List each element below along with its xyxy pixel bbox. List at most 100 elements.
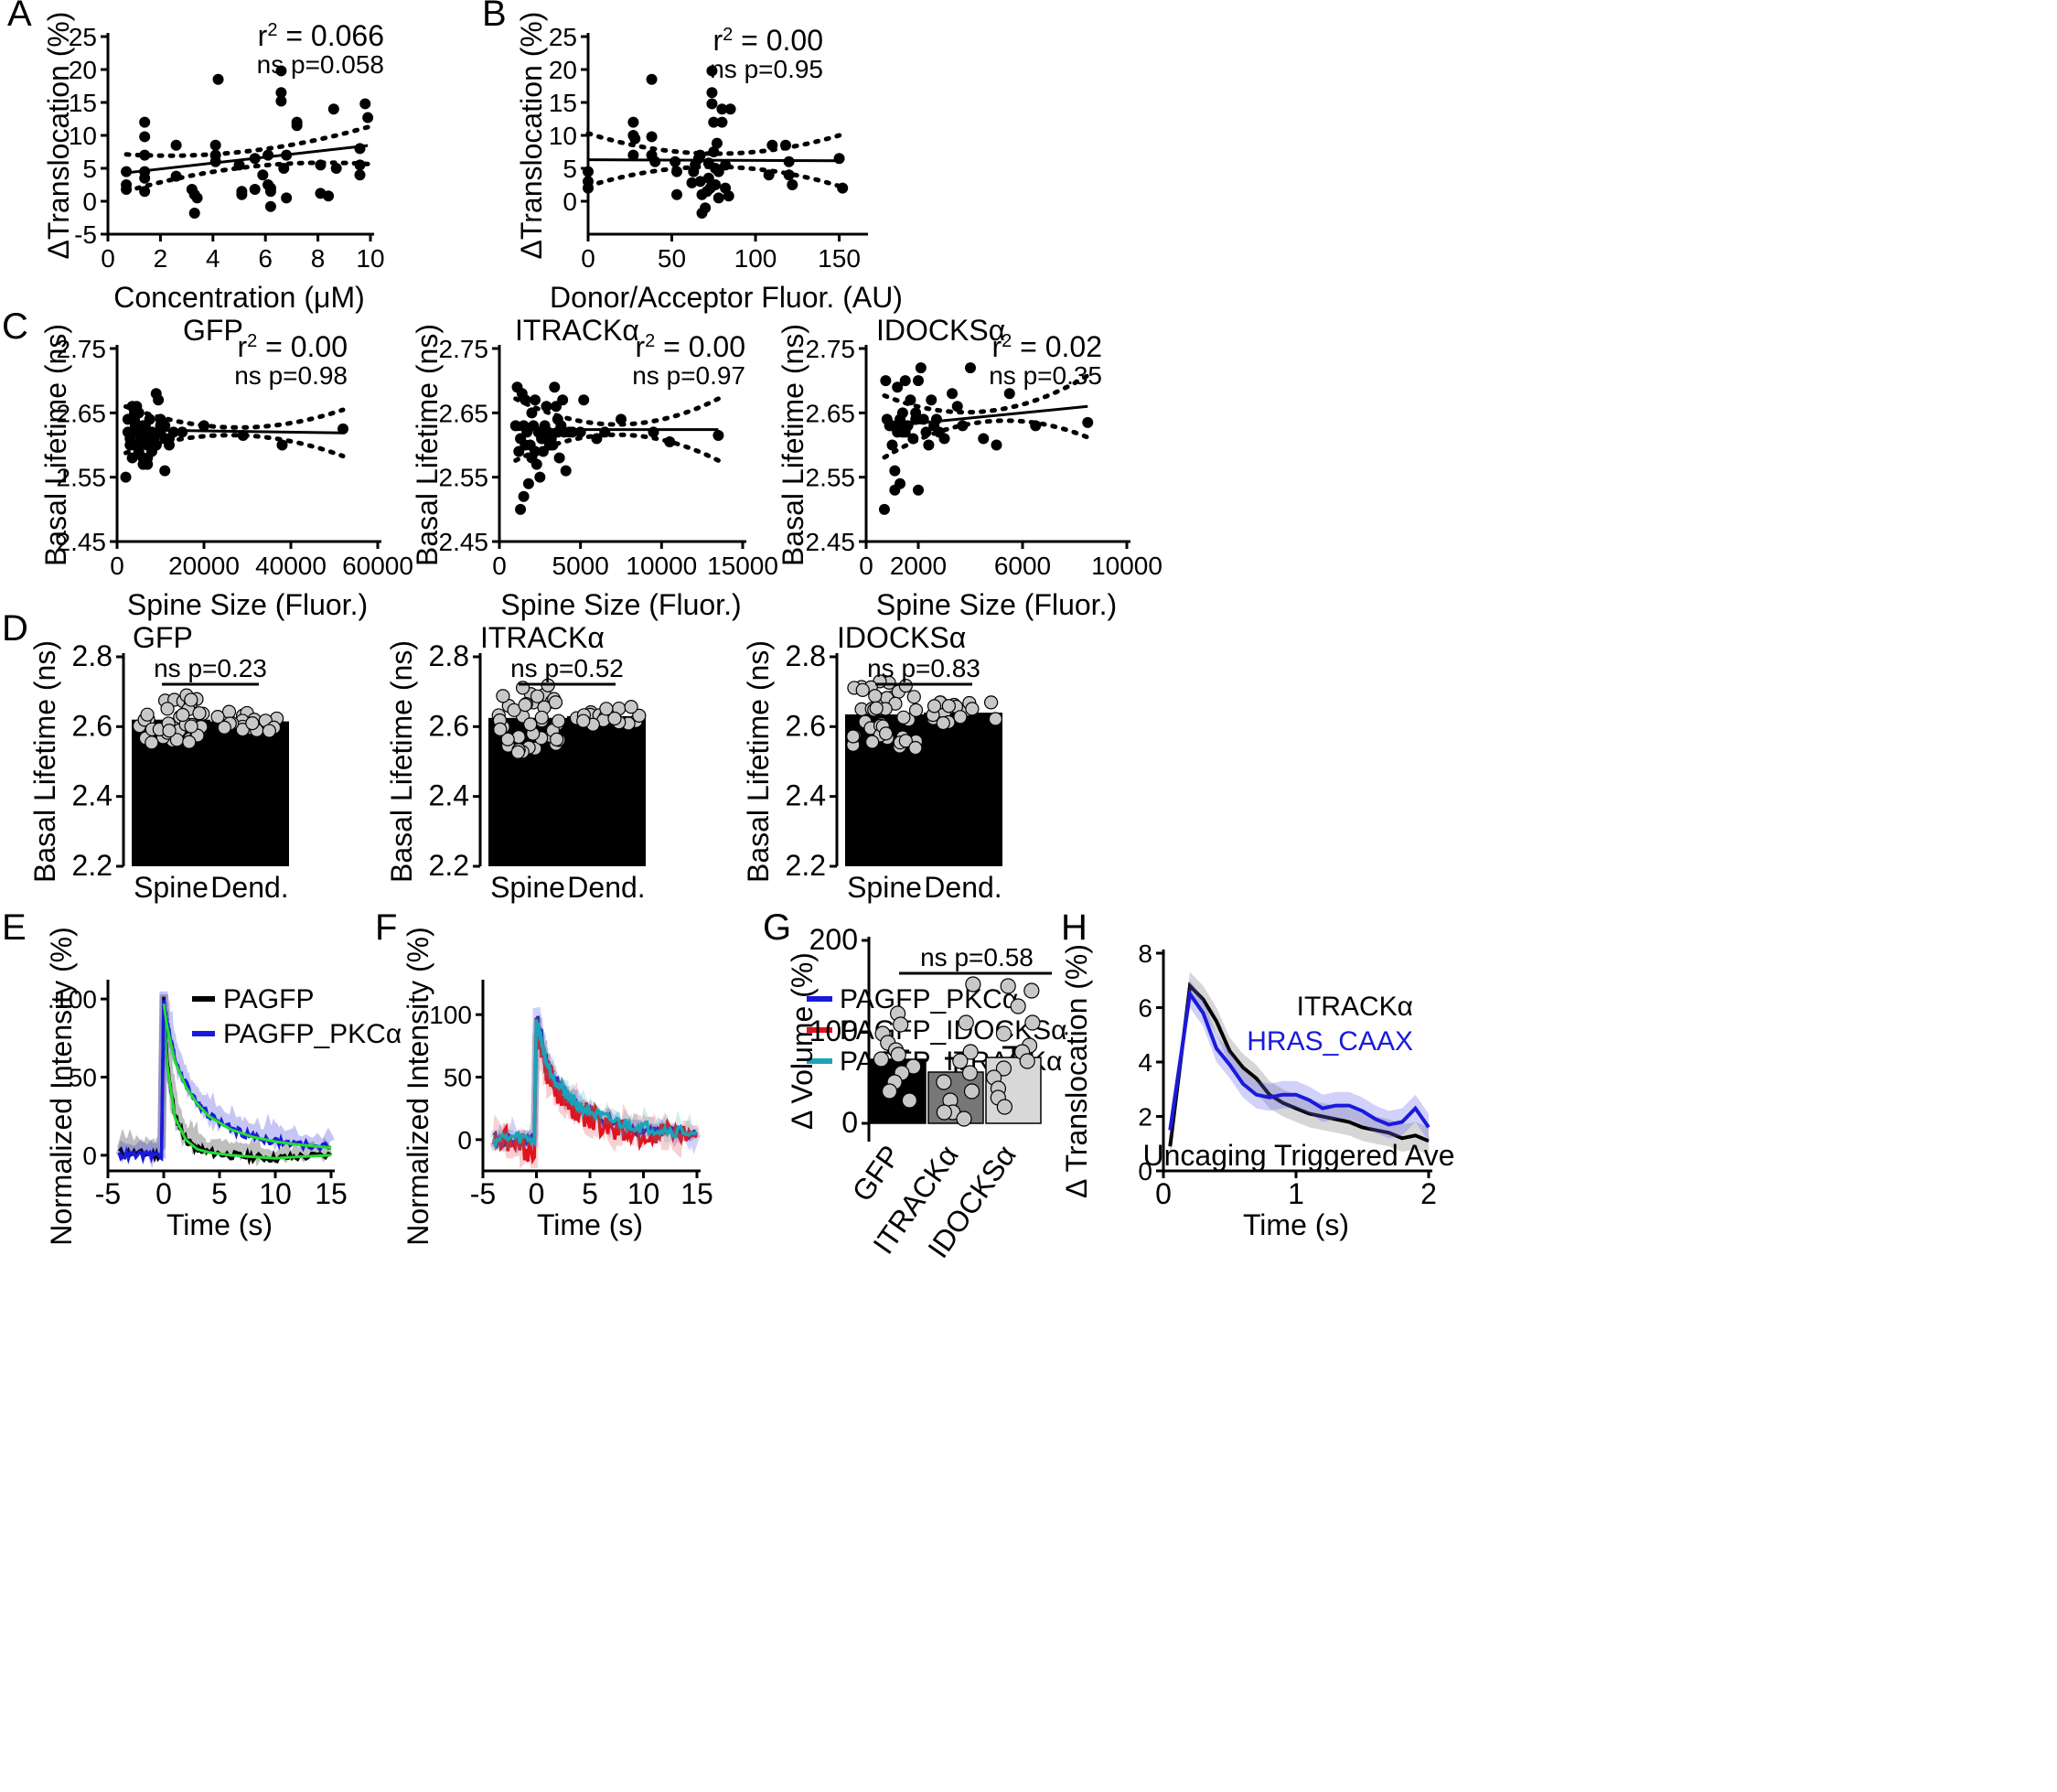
data-point [177,426,188,438]
y-tick-label: 0 [82,188,97,216]
y-tick-label: 2.55 [439,464,489,492]
data-point [362,112,374,123]
y-tick-label: 20 [549,56,577,84]
data-point [599,702,614,716]
x-tick-label: 10000 [626,552,697,580]
data-point [629,133,641,145]
data-point [291,120,303,132]
y-tick-label: 2.8 [786,639,826,672]
data-point [908,703,924,718]
data-point [898,734,913,748]
data-point [930,413,942,425]
data-point [783,156,795,167]
x-tick-label: 150 [818,244,861,273]
data-point [905,394,916,406]
x-tick-label: 0 [859,552,873,580]
data-point [953,710,968,724]
y-tick-label: 200 [809,923,858,956]
x-tick-label: 10 [356,244,384,273]
x-tick-label: 0 [529,1177,545,1210]
data-point [995,1060,1012,1077]
data-point [235,723,250,737]
data-point [599,426,611,438]
x-tick-label: 0 [101,244,115,273]
data-point [510,745,526,759]
y-axis-label: Δ Translocation (%) [1060,944,1093,1198]
data-point [139,149,151,161]
data-point [264,200,276,212]
y-tick-label: 2.65 [439,399,489,427]
data-point [276,439,288,451]
x-tick-label: 5 [582,1177,598,1210]
data-point [159,433,171,445]
data-point [956,1111,972,1127]
data-point [566,426,578,438]
data-point [583,182,594,194]
data-point [264,182,276,194]
r2-label: r2 = 0.00 [712,24,823,57]
data-point [923,439,935,451]
panel-label-b: B [482,0,507,34]
data-point [236,186,248,198]
data-point [523,717,538,732]
data-point [233,159,245,171]
data-point [913,375,924,387]
y-axis-label: Normalized Intensity (%) [402,927,434,1246]
data-point [354,143,366,155]
y-tick-label: 20 [69,56,97,84]
x-axis-label: Donor/Acceptor Fluor. (AU) [550,281,903,314]
data-point [607,711,622,726]
data-point [557,394,569,406]
category-label: Spine [490,871,565,904]
legend-label: HRAS_CAAX [1247,1026,1413,1057]
category-label: Dend. [210,871,288,904]
x-tick-label: 40000 [255,552,327,580]
data-point [716,103,728,115]
data-point [237,429,249,441]
legend-label: ITRACKα [1297,992,1413,1022]
data-point [182,735,197,749]
data-point [880,375,892,387]
data-point [315,159,327,171]
panel-title: GFP [133,621,193,654]
y-tick-label: 2.45 [57,528,107,556]
y-tick-label: 2.55 [806,464,856,492]
data-point [210,710,225,724]
data-point [907,433,919,445]
data-point [700,202,712,214]
data-point [496,689,510,703]
data-point [648,426,659,438]
data-point [908,741,923,756]
data-point [530,458,542,470]
data-point [787,179,798,190]
data-point [534,710,549,725]
y-tick-label: 2.65 [806,399,856,427]
data-point [892,426,904,438]
data-point [359,98,371,110]
x-axis-label: Concentration (μM) [113,281,365,314]
data-point [553,452,565,464]
y-tick-label: 2.4 [429,779,469,812]
data-point [906,690,921,704]
data-point [281,149,293,161]
y-tick-label: 8 [1138,939,1152,968]
y-tick-label: 100 [54,985,97,1014]
category-label: Dend. [567,871,645,904]
y-axis-label: Basal Lifetime (ns) [411,324,444,566]
data-point [509,420,521,432]
data-point [170,139,182,151]
data-point [245,716,260,731]
y-tick-label: 2.75 [806,335,856,363]
y-tick-label: 2.4 [786,779,826,812]
data-point [337,423,348,435]
y-tick-label: 0 [82,1142,97,1170]
y-axis-label: Δ Volume (%) [786,952,819,1130]
category-label: Dend. [924,871,1002,904]
panel-label-d: D [2,608,28,649]
data-point [515,503,527,515]
